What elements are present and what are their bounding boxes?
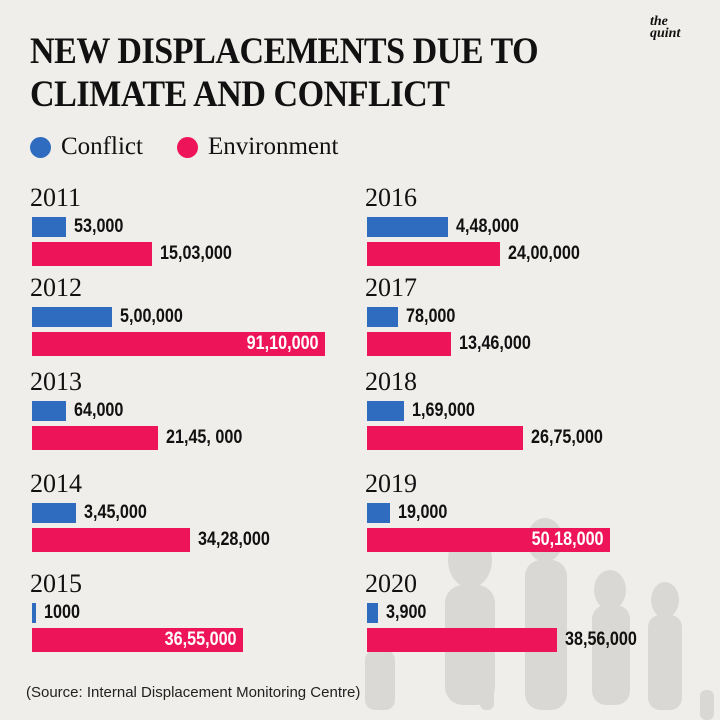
year-label: 2016 xyxy=(365,183,417,212)
conflict-bar xyxy=(32,307,112,327)
environment-value-label: 50,18,000 xyxy=(532,529,604,550)
source-note: (Source: Internal Displacement Monitorin… xyxy=(26,684,361,701)
environment-value-label: 34,28,000 xyxy=(198,529,270,550)
year-label: 2017 xyxy=(365,273,417,302)
conflict-value-label: 64,000 xyxy=(74,400,124,421)
legend-label: Conflict xyxy=(61,133,143,160)
conflict-bar xyxy=(367,217,448,237)
conflict-value-label: 53,000 xyxy=(74,216,124,237)
year-label: 2014 xyxy=(30,469,82,498)
conflict-value-label: 3,45,000 xyxy=(84,502,147,523)
legend-item-conflict: Conflict xyxy=(30,133,143,161)
environment-value-label: 38,56,000 xyxy=(565,629,637,650)
logo-text-2: quint xyxy=(650,26,681,41)
conflict-bar xyxy=(32,603,36,623)
environment-value-label: 36,55,000 xyxy=(165,629,237,650)
environment-bar xyxy=(367,628,557,652)
conflict-bar xyxy=(367,503,390,523)
the-quint-logo: the quint xyxy=(650,14,681,41)
year-label: 2015 xyxy=(30,569,82,598)
environment-bar xyxy=(32,242,152,266)
conflict-value-label: 1,69,000 xyxy=(412,400,475,421)
conflict-value-label: 78,000 xyxy=(406,306,456,327)
conflict-bar xyxy=(32,217,66,237)
legend-item-environment: Environment xyxy=(176,133,339,161)
chart-title: NEW DISPLACEMENTS DUE TO CLIMATE AND CON… xyxy=(30,30,539,116)
title-line-2: CLIMATE AND CONFLICT xyxy=(30,74,450,115)
conflict-swatch-icon xyxy=(30,136,51,158)
environment-value-label: 91,10,000 xyxy=(247,333,319,354)
environment-value-label: 26,75,000 xyxy=(531,427,603,448)
environment-bar xyxy=(32,332,325,356)
logo-text-1: the xyxy=(650,14,668,29)
environment-bar xyxy=(32,426,158,450)
year-label: 2011 xyxy=(30,183,82,212)
year-label: 2020 xyxy=(365,569,417,598)
legend: Conflict Environment xyxy=(30,133,338,161)
environment-bar xyxy=(32,528,190,552)
environment-bar xyxy=(367,426,523,450)
environment-value-label: 24,00,000 xyxy=(508,243,580,264)
year-label: 2019 xyxy=(365,469,417,498)
conflict-value-label: 5,00,000 xyxy=(120,306,183,327)
environment-value-label: 21,45, 000 xyxy=(166,427,243,448)
environment-swatch-icon xyxy=(176,136,198,158)
environment-bar xyxy=(367,242,500,266)
title-line-1: NEW DISPLACEMENTS DUE TO xyxy=(30,31,539,72)
environment-bar xyxy=(32,628,243,652)
environment-bar xyxy=(367,528,610,552)
conflict-bar xyxy=(367,307,398,327)
year-label: 2018 xyxy=(365,367,417,396)
conflict-value-label: 4,48,000 xyxy=(456,216,519,237)
environment-bar xyxy=(367,332,451,356)
legend-label: Environment xyxy=(207,133,339,160)
year-label: 2013 xyxy=(30,367,82,396)
conflict-value-label: 3,900 xyxy=(386,602,427,623)
conflict-bar xyxy=(367,603,378,623)
conflict-bar xyxy=(32,503,76,523)
conflict-value-label: 19,000 xyxy=(398,502,448,523)
conflict-bar xyxy=(32,401,66,421)
environment-value-label: 13,46,000 xyxy=(459,333,531,354)
environment-value-label: 15,03,000 xyxy=(160,243,232,264)
conflict-value-label: 1000 xyxy=(44,602,80,623)
conflict-bar xyxy=(367,401,404,421)
year-label: 2012 xyxy=(30,273,82,302)
